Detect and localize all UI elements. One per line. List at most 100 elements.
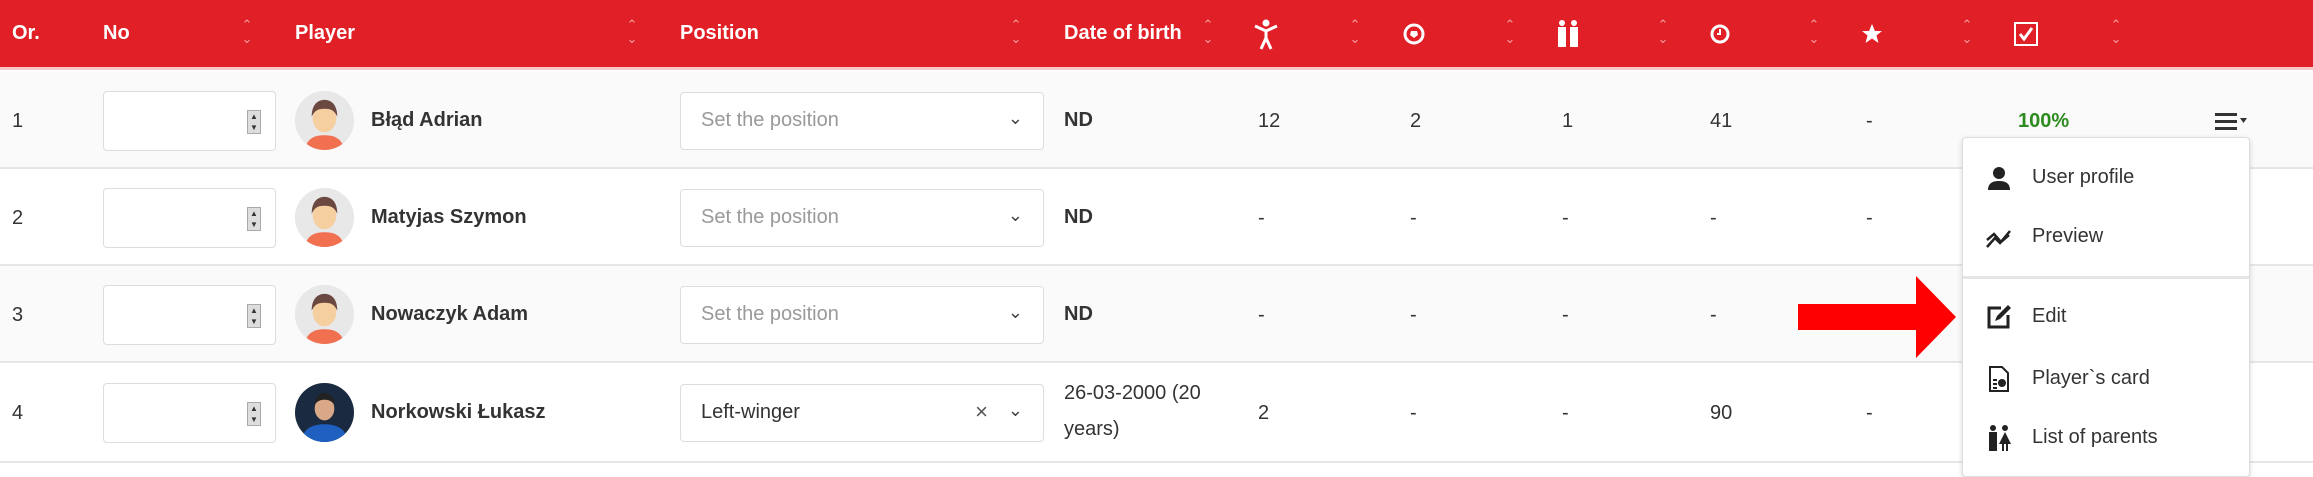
avatar (295, 187, 354, 247)
stat-cell: - (1258, 303, 1265, 326)
menu-item-label: Edit (2032, 305, 2067, 327)
player-name[interactable]: Błąd Adrian (371, 108, 483, 131)
stat-cell: - (1866, 206, 1873, 229)
stat-cell: 12 (1258, 109, 1281, 132)
menu-item-preview[interactable]: Preview (1963, 213, 2249, 263)
position-select[interactable]: Left-winger × ⌄ (680, 384, 1044, 442)
chevron-down-icon: ⌄ (1007, 301, 1023, 322)
order-cell: 3 (12, 303, 24, 326)
player-name[interactable]: Matyjas Szymon (371, 205, 527, 228)
number-spinner[interactable]: ▲ ▼ (247, 402, 261, 426)
position-value: Set the position (701, 302, 839, 325)
number-input[interactable]: ▲ ▼ (103, 383, 276, 443)
position-value: Left-winger (701, 401, 800, 423)
menu-item-label: Preview (2032, 225, 2104, 247)
position-select[interactable]: Set the position ⌄ (680, 91, 1044, 150)
number-spinner[interactable]: ▲ ▼ (247, 206, 261, 231)
sort-icon[interactable]: ⌃ ⌄ (1349, 17, 1361, 46)
stat-cell: - (1866, 402, 1873, 424)
stat-cell: - (1866, 109, 1873, 132)
col-dob[interactable]: Date of birth (1064, 22, 1182, 44)
sort-icon[interactable]: ⌃ ⌄ (1808, 17, 1820, 46)
table-row: 4 ▲ ▼ Norkowski Łukasz Left-winger × ⌄ 26-03-20… (0, 363, 2313, 463)
stat-cell: 41 (1710, 109, 1733, 132)
col-position[interactable]: Position (680, 22, 759, 44)
menu-item-list-of-parents[interactable]: List of parents (1963, 414, 2249, 464)
star-icon (1862, 24, 1882, 43)
stat-cell: - (1710, 206, 1717, 229)
menu-item-players-card[interactable]: Player`s card (1963, 355, 2249, 405)
menu-item-label: List of parents (2032, 426, 2158, 448)
sort-icon[interactable]: ⌃ ⌄ (1202, 17, 1214, 46)
dob-line: 26-03-2000 (20 (1064, 382, 1201, 404)
chevron-down-icon: ⌄ (1007, 400, 1023, 420)
position-value: Set the position (701, 205, 839, 228)
menu-item-edit[interactable]: Edit (1963, 293, 2249, 343)
menu-item-label: User profile (2032, 166, 2135, 188)
table-row: 2 ▲ ▼ Matyjas Szymon Set the position ⌄ ND - - - -… (0, 169, 2313, 266)
col-player[interactable]: Player (295, 22, 356, 44)
players-icon (1558, 20, 1578, 47)
order-cell: 2 (12, 206, 24, 229)
number-input[interactable]: ▲ ▼ (103, 90, 276, 151)
menu-divider (1963, 276, 2249, 279)
stat-cell: 1 (1562, 109, 1574, 132)
ball-icon (1403, 23, 1425, 45)
edit-icon (1987, 305, 2011, 329)
position-select[interactable]: Set the position ⌄ (680, 285, 1044, 344)
stat-cell: - (1710, 303, 1717, 326)
row-actions-dropdown: User profile Preview Edit Player`s card … (1962, 137, 2250, 477)
attendance-percent: 100% (2018, 109, 2070, 132)
document-chart-icon (1989, 366, 2009, 392)
stat-cell: - (1410, 206, 1417, 229)
dob-cell: ND (1064, 108, 1093, 131)
order-cell: 1 (12, 109, 24, 132)
position-select[interactable]: Set the position ⌄ (680, 188, 1044, 247)
sort-icon[interactable]: ⌃ ⌄ (1504, 17, 1516, 46)
menu-item-user-profile[interactable]: User profile (1963, 154, 2249, 204)
sort-icon[interactable]: ⌃ ⌄ (241, 17, 253, 46)
stat-cell: - (1562, 303, 1569, 326)
stat-cell: - (1410, 402, 1417, 424)
sort-icon[interactable]: ⌃ ⌄ (626, 17, 638, 46)
dob-cell: ND (1064, 302, 1093, 325)
stat-cell: 2 (1258, 402, 1270, 424)
menu-item-label: Player`s card (2032, 367, 2150, 389)
chart-line-icon (1986, 230, 2011, 248)
red-arrow-annotation (1798, 276, 1956, 358)
sort-icon[interactable]: ⌃ ⌄ (1657, 17, 1669, 46)
table-header: Or. No ⌃ ⌄ Player ⌃ ⌄ Position ⌃ ⌄ Date of … (0, 0, 2313, 70)
number-spinner[interactable]: ▲ ▼ (247, 303, 261, 328)
avatar (295, 284, 354, 344)
actions-menu-icon[interactable] (2215, 112, 2249, 131)
stat-cell: 2 (1410, 109, 1422, 132)
number-input[interactable]: ▲ ▼ (103, 187, 276, 248)
position-value: Set the position (701, 108, 839, 131)
dob-line: years) (1064, 418, 1120, 440)
table-row: 1 ▲ ▼ Błąd Adrian Set the position ⌄ ND 12 2 1 41 -… (0, 72, 2313, 169)
chevron-down-icon: ⌄ (1007, 204, 1023, 225)
sort-icon[interactable]: ⌃ ⌄ (1010, 17, 1022, 46)
dob-cell: 26-03-2000 (20 years) (1064, 375, 1201, 447)
person-icon (1254, 19, 1278, 50)
stat-cell: - (1410, 303, 1417, 326)
clear-icon[interactable]: × (975, 399, 988, 424)
col-no[interactable]: No (103, 22, 130, 44)
avatar (295, 90, 354, 150)
stat-cell: - (1258, 206, 1265, 229)
stat-cell: - (1562, 402, 1569, 424)
parents-icon (1989, 425, 2011, 451)
user-icon (1988, 167, 2010, 190)
sort-icon[interactable]: ⌃ ⌄ (1961, 17, 1973, 46)
stat-cell: - (1562, 206, 1569, 229)
player-name[interactable]: Norkowski Łukasz (371, 401, 546, 423)
number-input[interactable]: ▲ ▼ (103, 284, 276, 345)
chevron-down-icon: ⌄ (1007, 107, 1023, 128)
number-spinner[interactable]: ▲ ▼ (247, 109, 261, 134)
col-order: Or. (12, 22, 40, 44)
dob-cell: ND (1064, 205, 1093, 228)
order-cell: 4 (12, 402, 24, 424)
player-name[interactable]: Nowaczyk Adam (371, 302, 529, 325)
stat-cell: 90 (1710, 402, 1733, 424)
sort-icon[interactable]: ⌃ ⌄ (2110, 17, 2122, 46)
